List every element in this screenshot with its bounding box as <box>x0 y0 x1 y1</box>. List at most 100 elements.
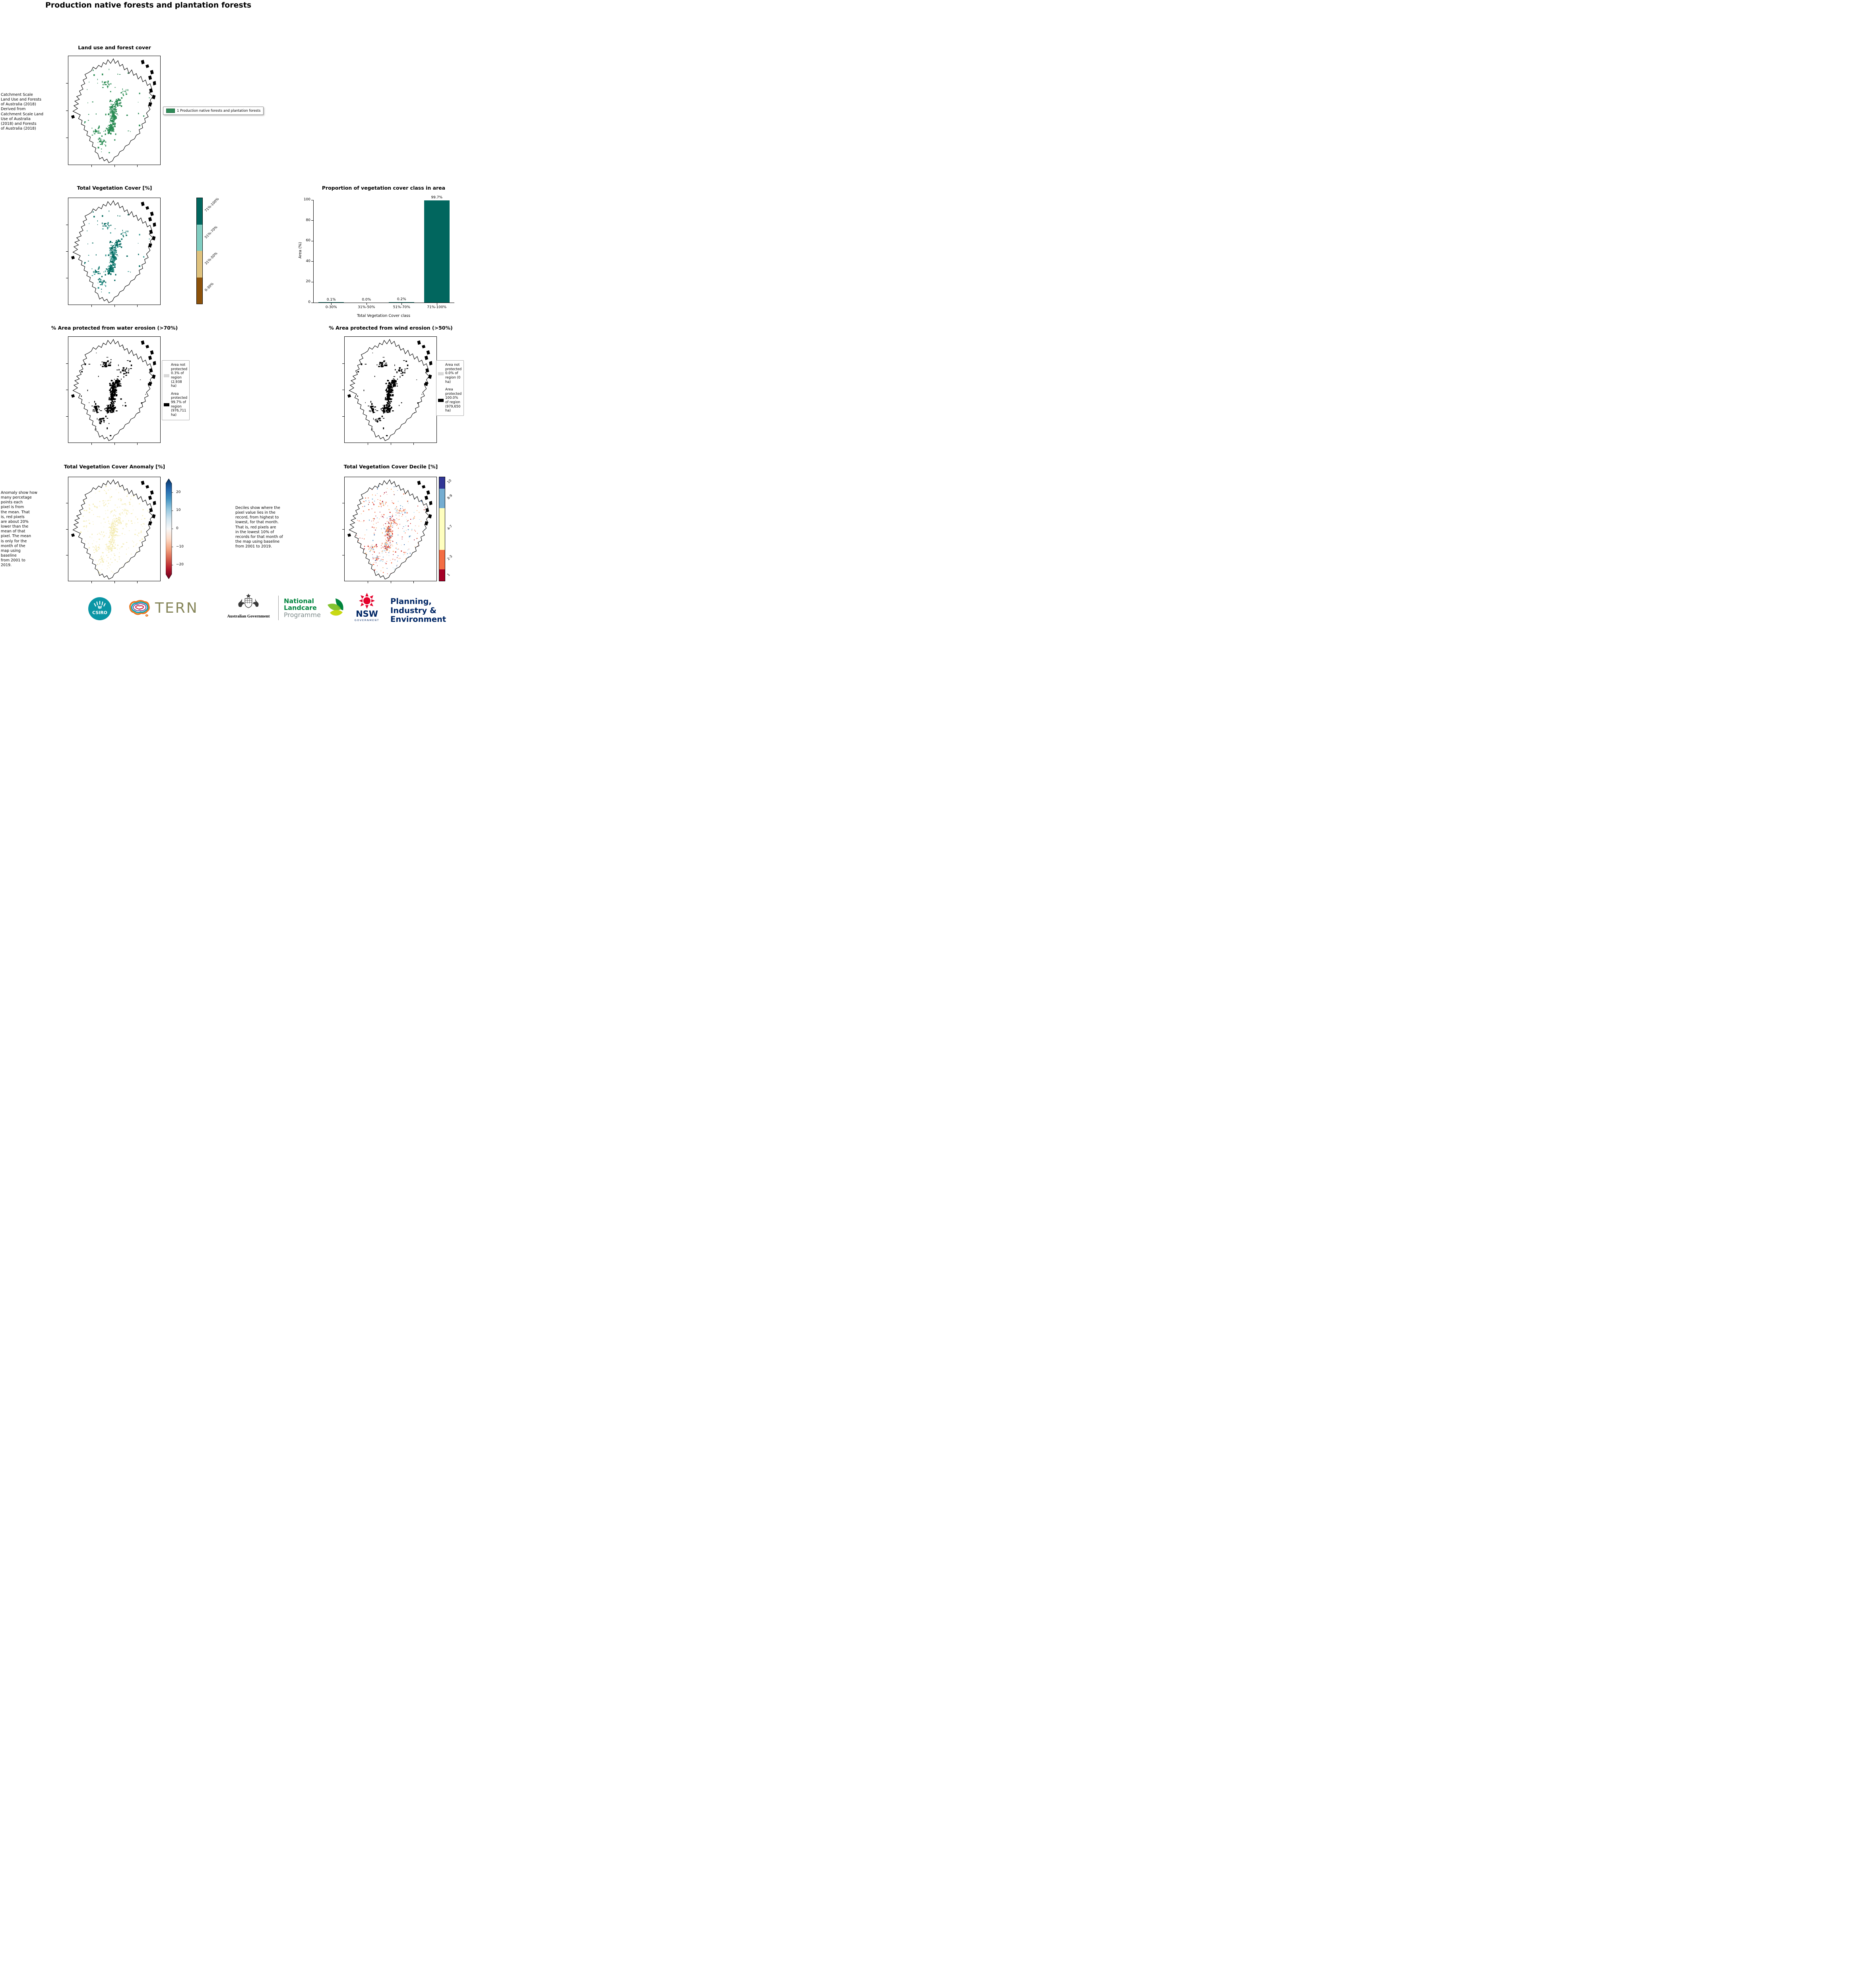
colorbar-class-label: 4-7 <box>446 524 454 531</box>
colorbar-segment <box>197 277 202 304</box>
colorbar-tick-label: 0 <box>176 526 178 530</box>
national-landcare-logo: National Landcare Programme <box>284 597 346 619</box>
colorbar-class-label: 71%-100% <box>204 197 220 213</box>
bar <box>318 302 344 303</box>
legend-item-not-protected: Area not protected 0.0% of region (0 ha) <box>438 363 462 384</box>
landcare-wordmark: National Landcare Programme <box>284 598 321 618</box>
colorbar-segment <box>197 198 202 225</box>
panel-title-water-erosion: % Area protected from water erosion (>70… <box>51 325 178 331</box>
colorbar-class-label: 0-30% <box>204 282 215 293</box>
x-tick-mark <box>401 303 402 305</box>
colorbar-class-label: 8-9 <box>446 493 454 501</box>
bar-value-label: 0.0% <box>362 298 371 302</box>
proportion-bar-chart: 0 20 40 60 80 100 0.1% 0-30% 0.0% 31%-50% 0.2% 51%-… <box>304 196 454 309</box>
map-canvas <box>347 339 432 441</box>
map-canvas <box>71 339 156 441</box>
footer-divider <box>278 596 279 620</box>
colorbar-segment <box>439 549 445 570</box>
bar-value-label: 0.2% <box>397 297 406 302</box>
legend-swatch-not-protected <box>438 372 444 375</box>
y-tick-mark <box>311 220 313 221</box>
map-axis-tick <box>114 305 115 307</box>
map-axis-tick <box>66 529 68 530</box>
y-tick-label: 40 <box>306 259 310 263</box>
tern-australia-icon <box>129 600 150 617</box>
tern-wordmark: TERN <box>155 600 198 616</box>
map-axis-tick <box>66 416 68 417</box>
water-erosion-legend: Area not protected 0.3% of region (2,938… <box>162 360 190 420</box>
x-tick-mark <box>331 303 332 305</box>
report-page: Production native forests and plantation… <box>0 0 464 635</box>
colorbar-class-label: 1 <box>446 573 451 577</box>
legend-label: Area not protected 0.3% of region (2,938… <box>171 363 188 388</box>
map-axis-tick <box>137 581 138 583</box>
map-axis-tick <box>91 443 92 445</box>
x-tick-label: 71%-100% <box>427 305 447 309</box>
map-axis-tick <box>114 581 115 583</box>
legend-swatch-protected <box>438 399 444 402</box>
decile-note: Deciles show where the pixel value lies … <box>235 506 283 549</box>
colorbar-class-label: 10 <box>446 479 453 485</box>
anomaly-colorbar-gradient <box>165 478 173 579</box>
legend-label: Area not protected 0.0% of region (0 ha) <box>445 363 462 384</box>
map-canvas <box>71 479 156 580</box>
y-tick-label: 20 <box>306 280 310 284</box>
colorbar-segment <box>197 224 202 251</box>
colorbar-class-label: 2-3 <box>446 555 454 562</box>
y-tick-label: 100 <box>303 198 310 202</box>
waratah-icon <box>359 593 375 609</box>
bar-value-label: 0.1% <box>326 297 336 302</box>
map-axis-tick <box>114 165 115 167</box>
panel-title-decile: Total Vegetation Cover Decile [%] <box>343 464 438 470</box>
decile-map <box>342 477 437 583</box>
anomaly-note: Anomaly show how many percetage points e… <box>1 491 37 568</box>
map-axis-tick <box>342 363 344 364</box>
decile-colorbar: 10 8-9 4-7 2-3 1 <box>439 477 453 581</box>
x-tick-label: 31%-50% <box>358 305 375 309</box>
colorbar-segment <box>197 251 202 278</box>
legend-label: Area protected 100.0% of region (979,650… <box>445 388 462 413</box>
land-use-source-note: Catchment Scale Land Use and Forests of … <box>1 93 44 131</box>
bar <box>389 302 415 303</box>
csiro-logo: CSIRO <box>88 597 111 620</box>
map-axis-tick <box>91 581 92 583</box>
landcare-line-3: Programme <box>284 611 321 619</box>
australian-government-logo: Australian Government <box>224 593 273 619</box>
colorbar-segment <box>439 569 445 581</box>
x-axis-label: Total Vegetation Cover class <box>357 314 410 318</box>
legend-swatch-protected <box>164 403 169 406</box>
map-axis-tick <box>342 529 344 530</box>
water-erosion-map <box>66 336 161 445</box>
panel-title-wind-erosion: % Area protected from wind erosion (>50%… <box>329 325 453 331</box>
map-axis-tick <box>413 443 414 445</box>
colorbar-tick-label: −20 <box>176 563 184 567</box>
colorbar-segment <box>439 477 445 489</box>
bar <box>424 200 450 303</box>
nsw-wordmark: NSW <box>356 609 378 619</box>
y-tick-label: 80 <box>306 218 310 222</box>
map-axis-tick <box>137 305 138 307</box>
land-use-legend: 1 Production native forests and plantati… <box>163 107 264 115</box>
legend-label: Area protected 99.7% of region (976,711 … <box>171 392 188 417</box>
x-tick-label: 51%-70% <box>393 305 410 309</box>
map-axis-tick <box>137 443 138 445</box>
nsw-government-wordmark: GOVERNMENT <box>354 619 380 622</box>
map-canvas <box>71 200 156 303</box>
x-tick-label: 0-30% <box>325 305 337 309</box>
australian-government-wordmark: Australian Government <box>227 614 270 619</box>
wind-erosion-legend: Area not protected 0.0% of region (0 ha)… <box>436 360 464 416</box>
legend-item-protected: Area protected 99.7% of region (976,711 … <box>164 392 188 417</box>
wind-erosion-map <box>342 336 437 445</box>
nsw-government-logo: NSW GOVERNMENT <box>351 592 382 622</box>
y-tick-label: 0 <box>308 300 310 304</box>
csiro-logo-graphic: CSIRO <box>88 597 111 620</box>
anomaly-map <box>66 477 161 583</box>
landcare-leaves-icon <box>327 598 343 616</box>
colorbar-segment <box>439 488 445 509</box>
colorbar-class-label: 31%-50% <box>204 251 219 266</box>
map-axis-tick <box>137 165 138 167</box>
map-axis-tick <box>66 363 68 364</box>
landcare-line-1: National <box>284 597 314 605</box>
map-axis-tick <box>91 305 92 307</box>
tern-logo: TERN <box>127 598 198 618</box>
